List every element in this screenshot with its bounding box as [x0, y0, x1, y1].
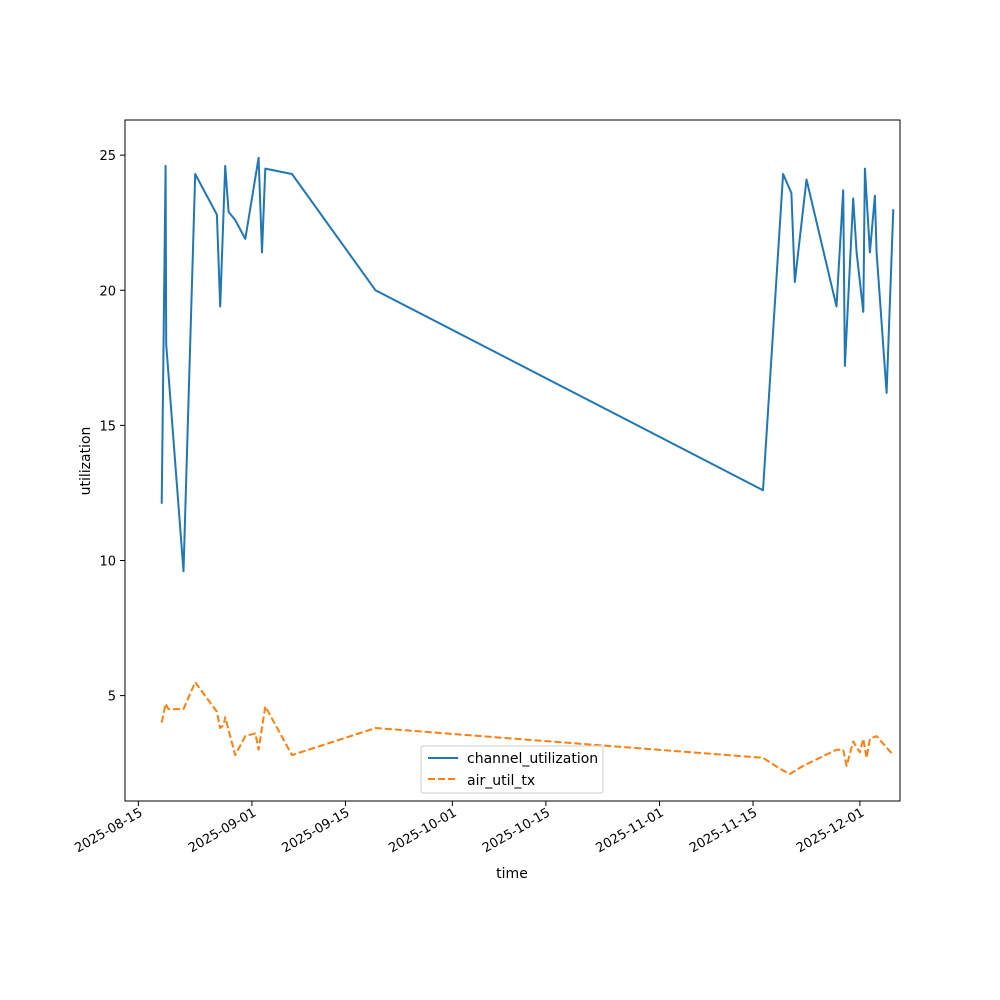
data-point [845, 764, 848, 767]
data-point [182, 708, 185, 711]
data-point [885, 391, 888, 394]
data-point [788, 773, 791, 776]
data-point [892, 754, 895, 757]
y-axis-ticks: 5 10 15 20 25 [99, 149, 125, 705]
data-point [852, 197, 855, 200]
data-point [261, 251, 264, 254]
data-point [257, 156, 260, 159]
y-axis-label: utilization [78, 427, 94, 496]
data-point [194, 173, 197, 176]
data-point [862, 310, 865, 313]
data-point [291, 173, 294, 176]
data-point [762, 756, 765, 759]
data-point [164, 164, 167, 167]
y-tick-label: 20 [99, 284, 116, 299]
data-point [852, 740, 855, 743]
data-point [165, 343, 168, 346]
series-layer [160, 156, 895, 775]
data-point [762, 489, 765, 492]
data-point [843, 364, 846, 367]
data-point [865, 756, 868, 759]
data-point [264, 705, 267, 708]
y-tick-label: 15 [99, 419, 116, 434]
data-point [164, 702, 167, 705]
data-point [167, 708, 170, 711]
data-point [892, 208, 895, 211]
data-point [842, 748, 845, 751]
data-point [868, 251, 871, 254]
series-line-air-util-tx [160, 681, 895, 775]
data-point [224, 716, 227, 719]
data-point [858, 751, 861, 754]
legend-label-air-util-tx: air_util_tx [467, 773, 535, 789]
data-point [291, 754, 294, 757]
data-point [802, 764, 805, 767]
data-point [264, 167, 267, 170]
legend-label-channel-utilization: channel_utilization [467, 751, 598, 767]
data-point [182, 570, 185, 573]
legend: channel_utilization air_util_tx [420, 745, 604, 794]
series-line-channel-utilization [160, 156, 895, 573]
data-point [227, 210, 230, 213]
data-point [254, 732, 257, 735]
data-point [215, 213, 218, 216]
data-point [219, 727, 222, 730]
data-point [194, 681, 197, 684]
data-point [160, 721, 163, 724]
data-point [244, 735, 247, 738]
data-point [863, 167, 866, 170]
data-point [234, 219, 237, 222]
legend-box [420, 745, 604, 794]
data-point [374, 289, 377, 292]
data-point [224, 164, 227, 167]
data-point [842, 189, 845, 192]
plot-frame [124, 119, 901, 802]
data-point [160, 502, 163, 505]
data-point [862, 737, 865, 740]
data-point [873, 194, 876, 197]
data-point [875, 251, 878, 254]
data-point [790, 192, 793, 195]
data-point [257, 748, 260, 751]
data-point [374, 727, 377, 730]
data-point [855, 251, 858, 254]
y-tick-label: 25 [99, 149, 116, 164]
data-point [244, 237, 247, 240]
data-point [778, 767, 781, 770]
data-point [215, 710, 218, 713]
data-point [835, 305, 838, 308]
data-point [793, 281, 796, 284]
y-tick-label: 5 [108, 690, 116, 705]
data-point [234, 754, 237, 757]
data-point [868, 737, 871, 740]
data-point [805, 178, 808, 181]
data-point [219, 305, 222, 308]
data-point [835, 748, 838, 751]
data-point [782, 173, 785, 176]
data-point [875, 735, 878, 738]
x-axis-label: time [496, 866, 528, 882]
data-point [222, 724, 225, 727]
y-tick-label: 10 [99, 554, 116, 569]
